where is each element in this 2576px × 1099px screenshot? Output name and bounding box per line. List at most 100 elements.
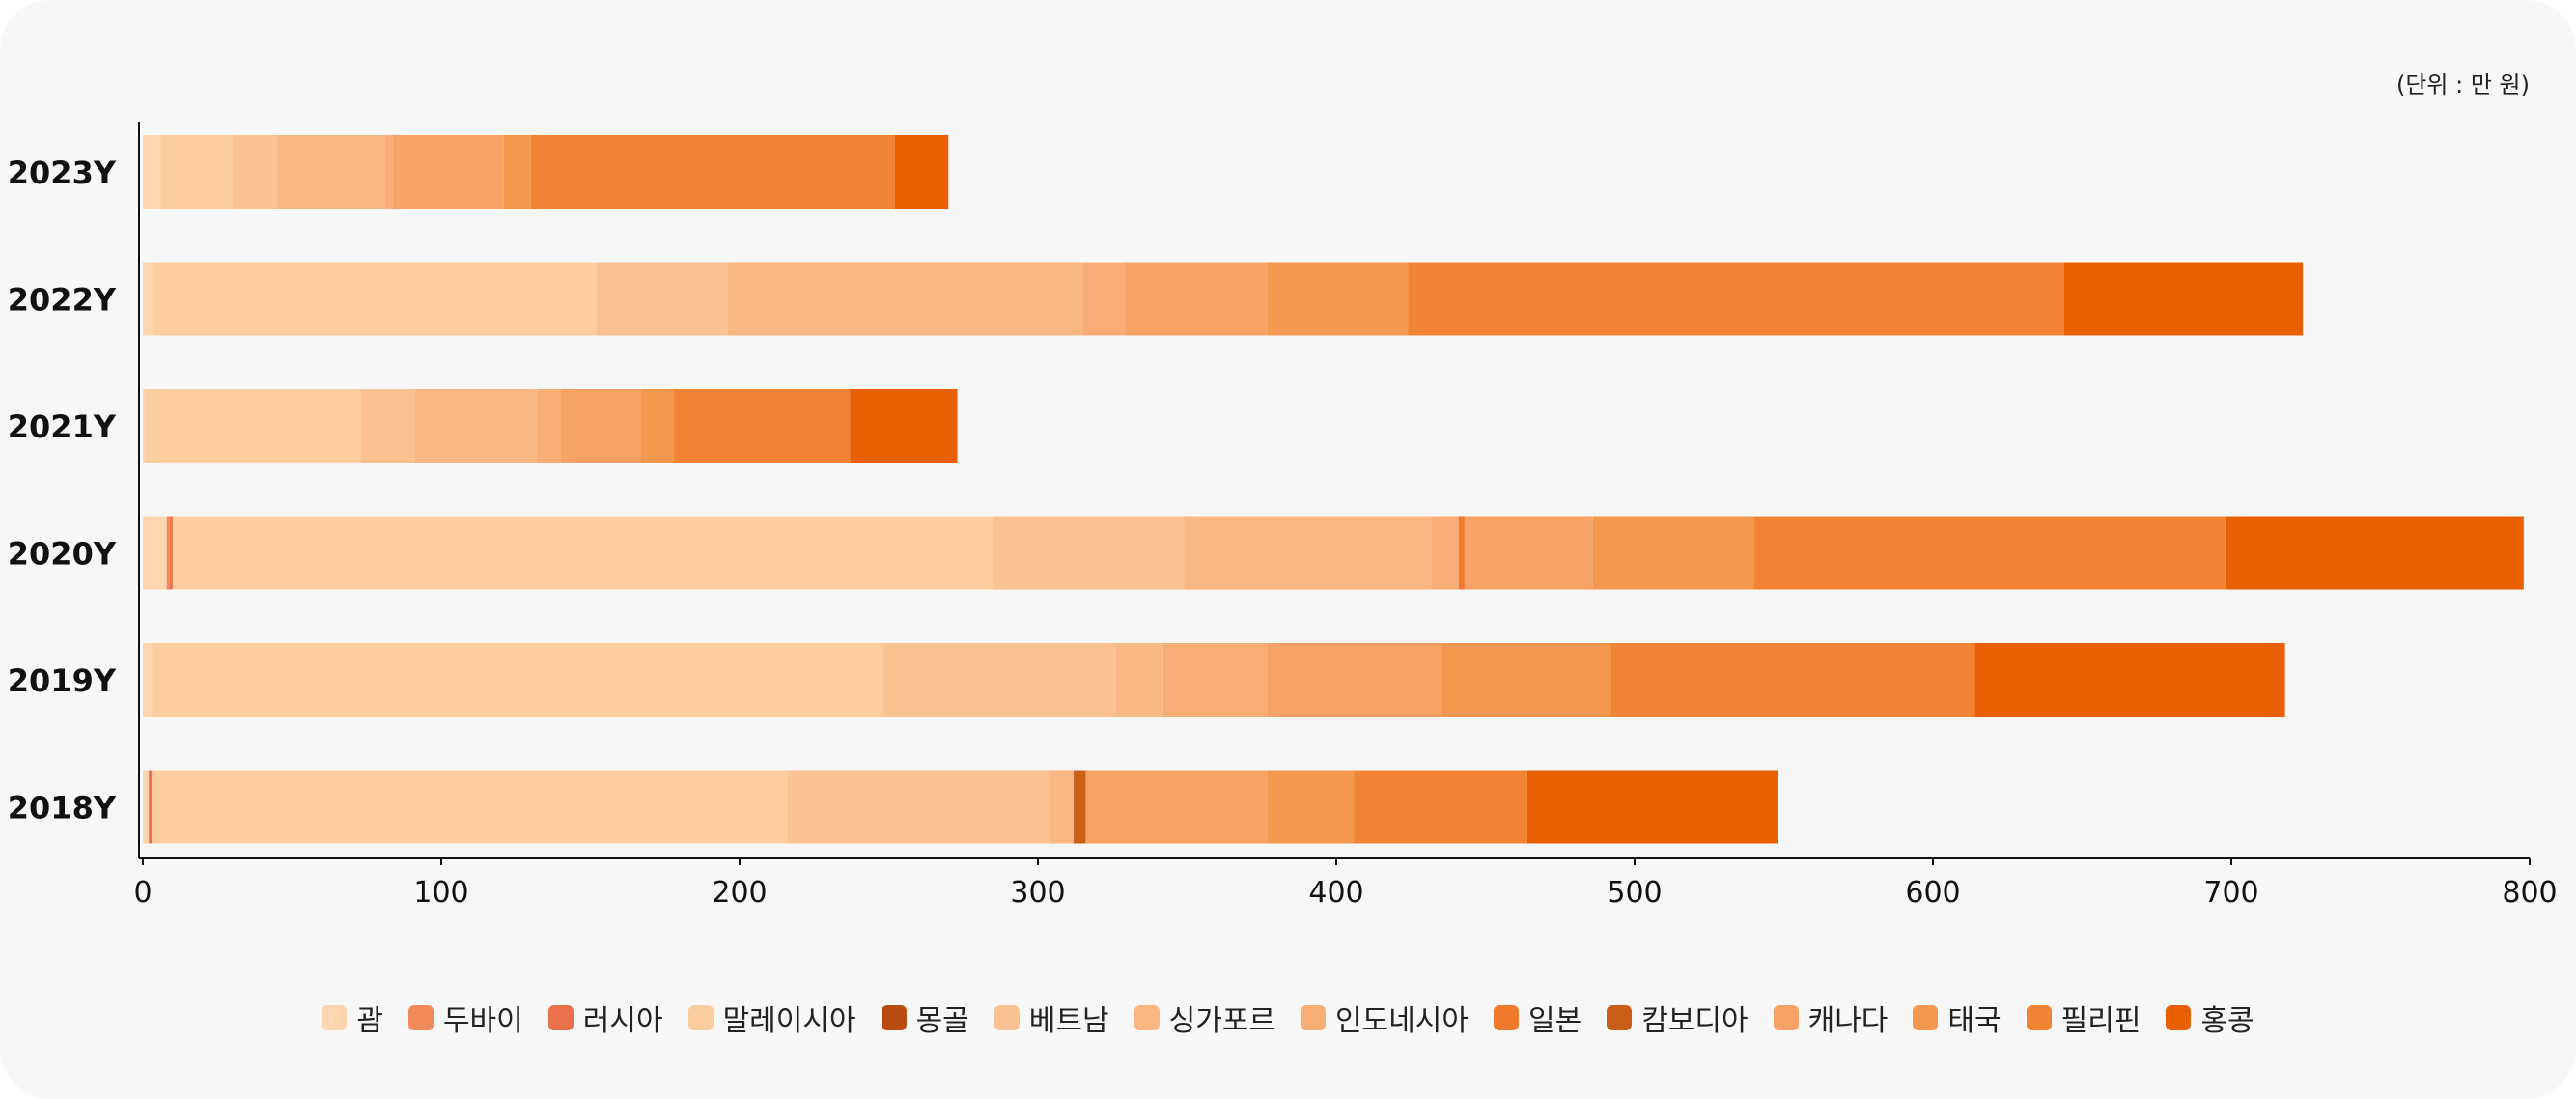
legend-label: 인도네시아 — [1335, 1004, 1469, 1038]
bar-segment — [1526, 770, 1778, 844]
legend-item: 인도네시아 — [1301, 997, 1469, 1039]
x-tick-label: 100 — [413, 876, 468, 910]
category-label: 2020Y — [8, 536, 117, 573]
legend-label: 캐나다 — [1807, 1004, 1889, 1038]
legend-item: 러시아 — [547, 997, 663, 1039]
bar-segment — [143, 135, 161, 209]
legend-item: 괌 — [322, 997, 383, 1039]
legend-item: 베트남 — [994, 997, 1109, 1039]
bar-segment — [1441, 643, 1611, 717]
legend-label: 몽골 — [915, 1004, 969, 1038]
bar-segment — [1592, 516, 1754, 590]
legend-label: 필리핀 — [2060, 1004, 2142, 1038]
bar-segment — [1354, 770, 1527, 844]
x-tick-label: 400 — [1308, 876, 1363, 910]
bar-segment — [1408, 262, 2064, 336]
x-tick-label: 800 — [2502, 876, 2557, 910]
category-label: 2019Y — [8, 662, 117, 699]
legend-item: 태국 — [1913, 997, 2002, 1039]
unit-label: (단위 : 만 원) — [2395, 71, 2530, 99]
x-tick-label: 600 — [1905, 876, 1960, 910]
legend-label: 러시아 — [582, 1004, 663, 1038]
bar-segment — [560, 389, 642, 463]
bar-segment — [393, 135, 504, 209]
legend-label: 싱가포르 — [1168, 1004, 1275, 1038]
legend-label: 괌 — [356, 1004, 383, 1038]
bar-segment — [143, 262, 155, 336]
bar-segment — [152, 643, 883, 717]
bar-segment — [384, 135, 394, 209]
bar-segment — [674, 389, 851, 463]
bar-segment — [641, 389, 675, 463]
bar-segment — [1085, 770, 1268, 844]
bar-segment — [232, 135, 278, 209]
bar-segment — [143, 643, 153, 717]
bar-segment — [536, 389, 561, 463]
bar-segment — [1082, 262, 1125, 336]
legend-swatch — [2166, 1005, 2192, 1030]
category-label: 2023Y — [8, 155, 117, 191]
bar-segment — [787, 770, 1050, 844]
bar-segment — [1267, 770, 1355, 844]
legend-item: 일본 — [1494, 997, 1582, 1039]
bar-segment — [414, 389, 537, 463]
bar-segment — [894, 135, 949, 209]
bar-segment — [277, 135, 385, 209]
legend-label: 베트남 — [1028, 1004, 1109, 1038]
bar-segment — [1610, 643, 1975, 717]
bar-segment — [2225, 516, 2524, 590]
x-tick-label: 300 — [1010, 876, 1065, 910]
bar-segment — [993, 516, 1185, 590]
bar-segment — [1050, 770, 1075, 844]
legend-item: 두바이 — [407, 997, 523, 1039]
x-tick-label: 700 — [2203, 876, 2258, 910]
legend-swatch — [547, 1005, 574, 1030]
stacked-bar-chart: 2023Y 2022Y 2021Y 2020Y 2019Y 2018Y 0 100 200 300… — [8, 122, 2558, 910]
legend-swatch — [1773, 1005, 1799, 1030]
legend-item: 캐나다 — [1773, 997, 1889, 1039]
x-tick-label: 500 — [1607, 876, 1662, 910]
bar-segment — [596, 262, 728, 336]
bar-segment — [172, 516, 994, 590]
bar-segment — [160, 135, 233, 209]
legend-swatch — [1301, 1005, 1326, 1030]
bar-segment — [1267, 643, 1442, 717]
legend-label: 두바이 — [442, 1004, 523, 1038]
bar-segment — [149, 770, 153, 844]
bar-segment — [503, 135, 531, 209]
legend-item: 말레이시아 — [687, 997, 856, 1039]
bar-segment — [1074, 770, 1086, 844]
category-label: 2021Y — [8, 409, 117, 445]
bar-segment — [1267, 262, 1409, 336]
bar-segment — [1458, 516, 1465, 590]
legend-swatch — [1134, 1005, 1160, 1030]
legend-swatch — [1494, 1005, 1519, 1030]
category-label: 2022Y — [8, 282, 117, 319]
bar-segment — [169, 516, 173, 590]
legend-label: 말레이시아 — [722, 1004, 856, 1038]
legend-label: 캄보디아 — [1641, 1004, 1749, 1038]
legend-label: 태국 — [1947, 1004, 2002, 1038]
legend-item: 몽골 — [881, 997, 969, 1039]
bar-segment — [143, 516, 167, 590]
bar-segment — [1162, 643, 1268, 717]
legend-item: 필리핀 — [2026, 997, 2142, 1039]
bar-segment — [1974, 643, 2285, 717]
bar-segment — [152, 770, 788, 844]
legend-swatch — [407, 1005, 434, 1030]
bar-segment — [1124, 262, 1268, 336]
bar-segment — [360, 389, 415, 463]
bar-segment — [154, 262, 597, 336]
x-tick-label: 0 — [133, 876, 152, 910]
legend-item: 캄보디아 — [1607, 997, 1749, 1039]
bar-segment — [1464, 516, 1593, 590]
bar-segment — [1431, 516, 1459, 590]
legend-swatch — [994, 1005, 1020, 1030]
bar-segment — [1115, 643, 1163, 717]
legend-swatch — [881, 1005, 907, 1030]
legend-swatch — [687, 1005, 714, 1030]
x-tick-label: 200 — [712, 876, 767, 910]
legend-item: 싱가포르 — [1134, 997, 1275, 1039]
bar-segment — [850, 389, 958, 463]
